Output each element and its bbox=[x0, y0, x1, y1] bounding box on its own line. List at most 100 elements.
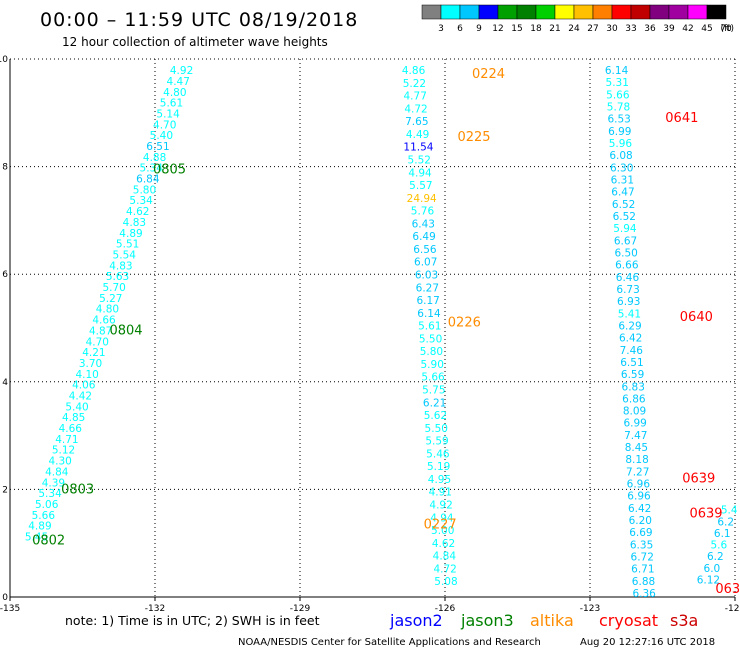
wave-height-value: 6.14 bbox=[417, 308, 441, 320]
wave-height-value: 5.66 bbox=[32, 510, 56, 522]
wave-height-value: 5.14 bbox=[156, 108, 180, 120]
pass-time-label: 0802 bbox=[32, 534, 65, 549]
colorbar-label: 21 bbox=[549, 24, 560, 34]
x-tick-label: -120 bbox=[725, 604, 740, 614]
colorbar-label: 24 bbox=[568, 24, 580, 34]
colorbar-unit: (ft) bbox=[720, 24, 734, 34]
x-tick-label: -123 bbox=[580, 604, 600, 614]
wave-height-value: 5.41 bbox=[618, 308, 641, 320]
wave-height-value: 5.34 bbox=[38, 488, 62, 500]
wave-height-value: 5.57 bbox=[409, 180, 432, 192]
wave-height-value: 5.59 bbox=[425, 436, 448, 448]
colorbar-label: 27 bbox=[587, 24, 598, 34]
wave-height-value: 6.42 bbox=[619, 333, 642, 345]
wave-height-value: 5.76 bbox=[411, 206, 435, 218]
pass-time-label: 0226 bbox=[448, 316, 481, 331]
wave-height-value: 5.80 bbox=[420, 346, 443, 358]
wave-height-value: 6.43 bbox=[412, 218, 435, 230]
pass-time-label: 0639 bbox=[682, 472, 715, 487]
wave-height-value: 5.19 bbox=[427, 461, 450, 473]
colorbar-label: 36 bbox=[644, 24, 656, 34]
wave-height-value: 5.4 bbox=[721, 505, 738, 517]
x-tick-label: -135 bbox=[0, 604, 20, 614]
wave-height-value: 3.70 bbox=[79, 358, 102, 370]
footer-credit: NOAA/NESDIS Center for Satellite Applica… bbox=[238, 637, 541, 648]
wave-height-value: 6.88 bbox=[632, 576, 655, 588]
wave-height-value: 6.35 bbox=[630, 539, 653, 551]
wave-height-value: 7.65 bbox=[405, 116, 428, 128]
wave-height-value: 4.21 bbox=[82, 347, 105, 359]
wave-height-value: 6.17 bbox=[416, 295, 439, 307]
wave-height-value: 5.66 bbox=[421, 372, 445, 384]
wave-height-value: 7.27 bbox=[626, 466, 649, 478]
wave-height-value: 4.95 bbox=[428, 474, 451, 486]
y-tick-label: 6 bbox=[2, 270, 8, 280]
pass-time-label: 0803 bbox=[61, 482, 94, 497]
wave-height-value: 4.92 bbox=[170, 65, 193, 77]
wave-height-value: 4.72 bbox=[404, 103, 427, 115]
wave-height-value: 8.18 bbox=[625, 454, 648, 466]
wave-height-value: 5.90 bbox=[421, 359, 444, 371]
wave-height-value: 4.62 bbox=[126, 206, 149, 218]
pass-time-label: 0805 bbox=[153, 162, 186, 177]
wave-height-value: 5.50 bbox=[419, 333, 442, 345]
wave-height-value: 4.66 bbox=[92, 315, 116, 327]
wave-height-value: 4.88 bbox=[143, 152, 166, 164]
y-tick-label: 10 bbox=[0, 55, 8, 65]
wave-height-value: 4.66 bbox=[59, 423, 83, 435]
wave-height-value: 5.66 bbox=[606, 89, 630, 101]
colorbar-swatch bbox=[421, 4, 442, 20]
colorbar-swatch bbox=[554, 4, 575, 20]
y-tick-label: 2 bbox=[2, 485, 8, 495]
wave-height-value: 4.10 bbox=[75, 369, 98, 381]
wave-height-value: 6.08 bbox=[609, 150, 632, 162]
satellite-legend-jason3: jason3 bbox=[460, 611, 514, 630]
wave-height-value: 4.94 bbox=[430, 512, 454, 524]
wave-height-value: 5.50 bbox=[425, 423, 448, 435]
colorbar-label: 39 bbox=[663, 24, 675, 34]
wave-height-value: 24.94 bbox=[407, 193, 437, 205]
wave-height-value: 4.42 bbox=[69, 390, 92, 402]
colorbar-swatch bbox=[592, 4, 613, 20]
colorbar-swatch bbox=[459, 4, 480, 20]
wave-height-value: 4.83 bbox=[109, 260, 132, 272]
wave-height-value: 4.49 bbox=[406, 129, 429, 141]
wave-height-value: 4.72 bbox=[433, 563, 456, 575]
wave-height-value: 6.53 bbox=[607, 114, 630, 126]
wave-height-value: 6.52 bbox=[613, 211, 636, 223]
wave-height-value: 6.83 bbox=[622, 381, 645, 393]
wave-height-value: 6.47 bbox=[611, 187, 634, 199]
y-tick-label: 8 bbox=[2, 163, 8, 173]
wave-height-value: 5.27 bbox=[99, 293, 122, 305]
colorbar-swatch bbox=[535, 4, 556, 20]
wave-height-value: 4.39 bbox=[42, 477, 65, 489]
wave-height-value: 6.93 bbox=[617, 296, 640, 308]
wave-height-value: 4.80 bbox=[163, 87, 186, 99]
wave-height-tracks: 4.924.474.805.615.144.705.406.514.885.34… bbox=[25, 65, 738, 600]
wave-height-value: 6.14 bbox=[605, 65, 629, 77]
wave-height-value: 6.84 bbox=[136, 174, 160, 186]
x-tick-label: -132 bbox=[145, 604, 165, 614]
wave-height-value: 4.91 bbox=[429, 487, 452, 499]
wave-height-value: 4.86 bbox=[402, 65, 426, 77]
wave-height-value: 5.12 bbox=[52, 445, 75, 457]
wave-height-value: 6.31 bbox=[611, 175, 634, 187]
wave-height-value: 6.30 bbox=[610, 162, 633, 174]
wave-height-value: 5.40 bbox=[150, 130, 173, 142]
wave-height-value: 6.36 bbox=[632, 588, 656, 600]
wave-height-value: 6.51 bbox=[146, 141, 169, 153]
wave-height-value: 6.49 bbox=[412, 231, 435, 243]
wave-height-value: 6.59 bbox=[621, 369, 644, 381]
wave-height-value: 5.06 bbox=[35, 499, 59, 511]
chart-subtitle: 12 hour collection of altimeter wave hei… bbox=[62, 35, 328, 49]
footer-note: note: 1) Time is in UTC; 2) SWH is in fe… bbox=[65, 613, 320, 628]
wave-height-value: 5.94 bbox=[613, 223, 637, 235]
wave-height-value: 6.0 bbox=[704, 563, 721, 575]
wave-height-value: 6.07 bbox=[414, 257, 437, 269]
wave-height-value: 5.34 bbox=[129, 195, 153, 207]
colorbar-swatch bbox=[687, 4, 708, 20]
wave-height-value: 5.31 bbox=[606, 77, 629, 89]
satellite-legend-cryosat: cryosat bbox=[599, 611, 658, 630]
